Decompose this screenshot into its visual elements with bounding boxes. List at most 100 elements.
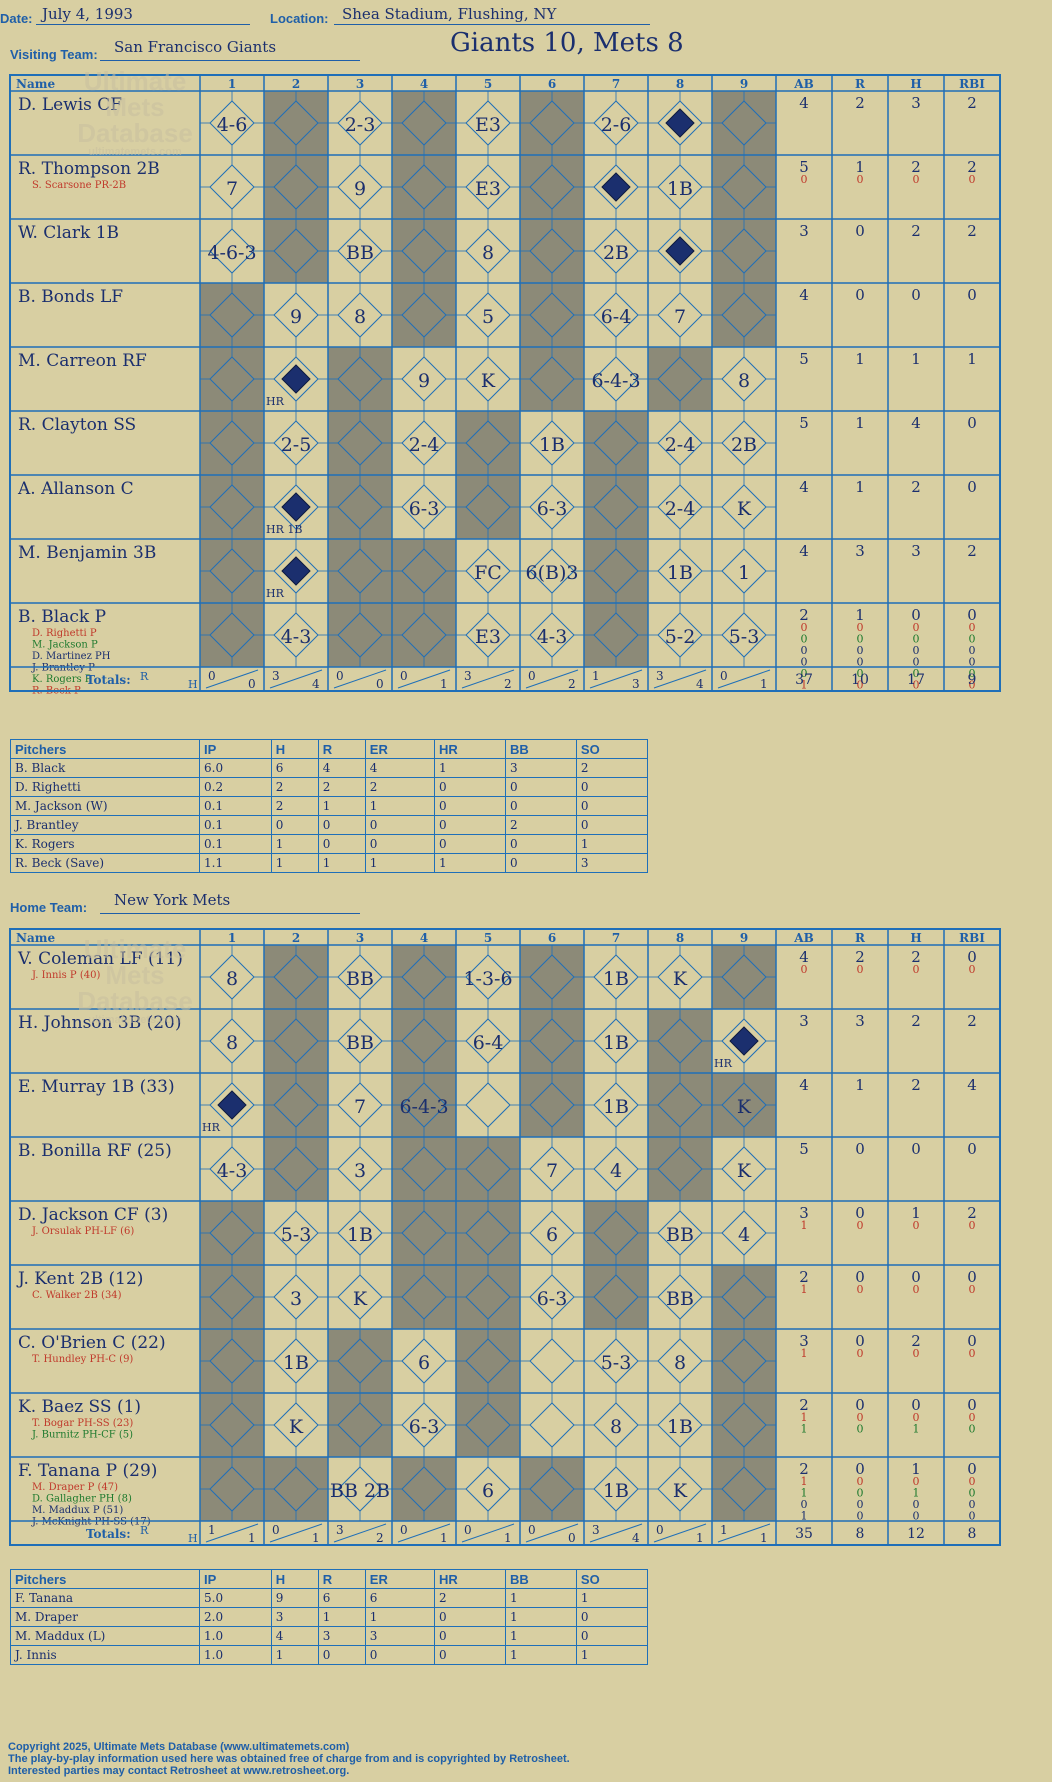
visitors-stat-value: 1 [855, 158, 865, 176]
home-pitching-cell: 0 [575, 1626, 649, 1646]
home-inning-hits: 1 [440, 1531, 448, 1545]
home-stat-value: 0 [967, 1268, 977, 1286]
home-inning-runs: 0 [528, 1523, 536, 1537]
visitors-stat-value: 0 [969, 644, 976, 657]
home-team-label: Home Team: [10, 900, 88, 915]
visitors-stat-value: 0 [913, 667, 920, 680]
visitors-play-label: 1 [738, 562, 750, 584]
home-stat-value: 2 [855, 948, 865, 966]
visitors-stat-value: 2 [967, 94, 977, 112]
visitors-stat-value: 5 [799, 158, 809, 176]
visitors-pitching-cell: 1 [575, 834, 649, 854]
home-stat-value: 0 [913, 1475, 920, 1488]
home-inning-header-3: 3 [356, 931, 364, 945]
home-play-label: 1B [603, 1480, 629, 1502]
home-inning-runs: 0 [272, 1523, 280, 1537]
visitors-play-label: 6-3 [537, 498, 568, 520]
home-batter-name: F. Tanana P (29) [18, 1461, 157, 1481]
home-play-label: 4 [610, 1160, 622, 1182]
visitors-pitching-cell: 6 [270, 758, 319, 778]
visitors-play-label: 2B [603, 242, 629, 264]
home-play-label: K [737, 1160, 752, 1182]
home-stat-value: 0 [857, 1498, 864, 1511]
home-stat-total: 35 [795, 1526, 813, 1542]
visitors-stat-value: 0 [801, 667, 808, 680]
visitors-sub-name: J. Brantley P [31, 663, 95, 674]
home-pitching-cell: 1 [504, 1588, 577, 1608]
visitors-pitching-cell: B. Black [10, 758, 200, 778]
home-pitching-cell: 0 [433, 1626, 506, 1646]
visitors-stat-value: 4 [799, 542, 809, 560]
visitors-play-label: 6-4 [601, 306, 632, 328]
visitors-play-label: 9 [354, 178, 366, 200]
visitors-play-label: 2-3 [345, 114, 376, 136]
visitors-play-label: 5-3 [729, 626, 760, 648]
home-inning-hits: 1 [312, 1531, 320, 1545]
home-play-label: 1B [603, 1032, 629, 1054]
home-inning-hits: 1 [504, 1531, 512, 1545]
home-play-label: 3 [354, 1160, 366, 1182]
visitors-stat-value: 0 [857, 667, 864, 680]
home-totals-r-key: R [140, 1524, 149, 1537]
footer-copyright: Copyright 2025, Ultimate Mets Database (… [8, 1741, 350, 1753]
visitors-inning-header-1: 1 [228, 77, 236, 91]
home-pitching-cell: 0 [317, 1645, 366, 1665]
visitors-pitching-cell: 1 [433, 853, 506, 873]
home-stat-value: 0 [857, 963, 864, 976]
visitors-stat-value: 0 [967, 478, 977, 496]
home-pitching-cell: 1 [504, 1607, 577, 1627]
home-totals-slash [397, 1523, 451, 1543]
home-team-name: New York Mets [114, 891, 231, 909]
visitors-pitching-cell: 2 [575, 758, 649, 778]
home-stat-value: 2 [911, 948, 921, 966]
home-stat-value: 0 [855, 1204, 865, 1222]
visitors-pitching-cell: R. Beck (Save) [10, 853, 200, 873]
home-inning-runs: 1 [720, 1523, 728, 1537]
home-stat-header-rbi: RBI [959, 931, 985, 945]
home-stat-value: 3 [855, 1012, 865, 1030]
home-stat-header-ab: AB [793, 931, 813, 945]
home-stat-value: 2 [967, 1204, 977, 1222]
visitors-play-label: 9 [418, 370, 430, 392]
visitors-stat-value: 0 [857, 621, 864, 634]
visitors-pitching-cell: 2 [270, 796, 319, 816]
home-inning-hits: 4 [632, 1531, 640, 1545]
home-play-label: 6-3 [409, 1416, 440, 1438]
visitors-stat-value: 0 [969, 656, 976, 669]
home-pitcher-row: M. Draper 2.0 3 1 1 0 1 0 [10, 1607, 649, 1627]
visitors-stat-value: 3 [799, 222, 809, 240]
visitors-pitching-cell: 0.1 [199, 815, 272, 835]
visitors-stat-value: 1 [911, 350, 921, 368]
visitors-play-label: 2-5 [281, 434, 312, 456]
visitors-pitching-header-er: ER [364, 739, 435, 759]
visitors-stat-value: 4 [911, 414, 921, 432]
visitors-run-scored-mark [281, 492, 311, 522]
visitors-inning-hits: 2 [504, 677, 512, 691]
home-grid-border [9, 928, 1001, 1546]
visitors-pitching-cell: 3 [575, 853, 649, 873]
visitors-pitching-cell: 0.1 [199, 796, 272, 816]
home-stat-value: 0 [913, 1219, 920, 1232]
visitors-inning-runs: 3 [464, 669, 472, 683]
home-stat-value: 4 [799, 1076, 809, 1094]
home-stat-value: 0 [967, 1460, 977, 1478]
visitors-stat-total: 9 [968, 672, 977, 688]
home-inning-runs: 1 [208, 1523, 216, 1537]
visitors-stat-value: 5 [799, 414, 809, 432]
visitors-play-label: HR 1B [266, 523, 302, 536]
date-value: July 4, 1993 [42, 5, 133, 23]
home-stat-value: 0 [857, 1347, 864, 1360]
home-stat-value: 0 [913, 963, 920, 976]
home-inning-hits: 1 [760, 1531, 768, 1545]
visitors-totals-h-key: H [188, 678, 198, 691]
home-pitching-cell: 0 [433, 1645, 506, 1665]
visitors-play-label: BB [346, 242, 374, 264]
visitors-stat-total: 10 [851, 672, 869, 688]
visitors-name-header: Name [16, 77, 55, 91]
visitors-scorecard: Name 1 2 3 4 5 6 7 8 9 AB R H RBI D. Lewis CF 4 2 3 2 4-6 2-… [9, 74, 1001, 697]
visitors-play-label: 6-3 [409, 498, 440, 520]
footer: Copyright 2025, Ultimate Mets Database (… [8, 1741, 570, 1777]
home-play-label: 3 [290, 1288, 302, 1310]
home-totals-slash [589, 1523, 643, 1543]
visitors-stat-value: 2 [967, 222, 977, 240]
